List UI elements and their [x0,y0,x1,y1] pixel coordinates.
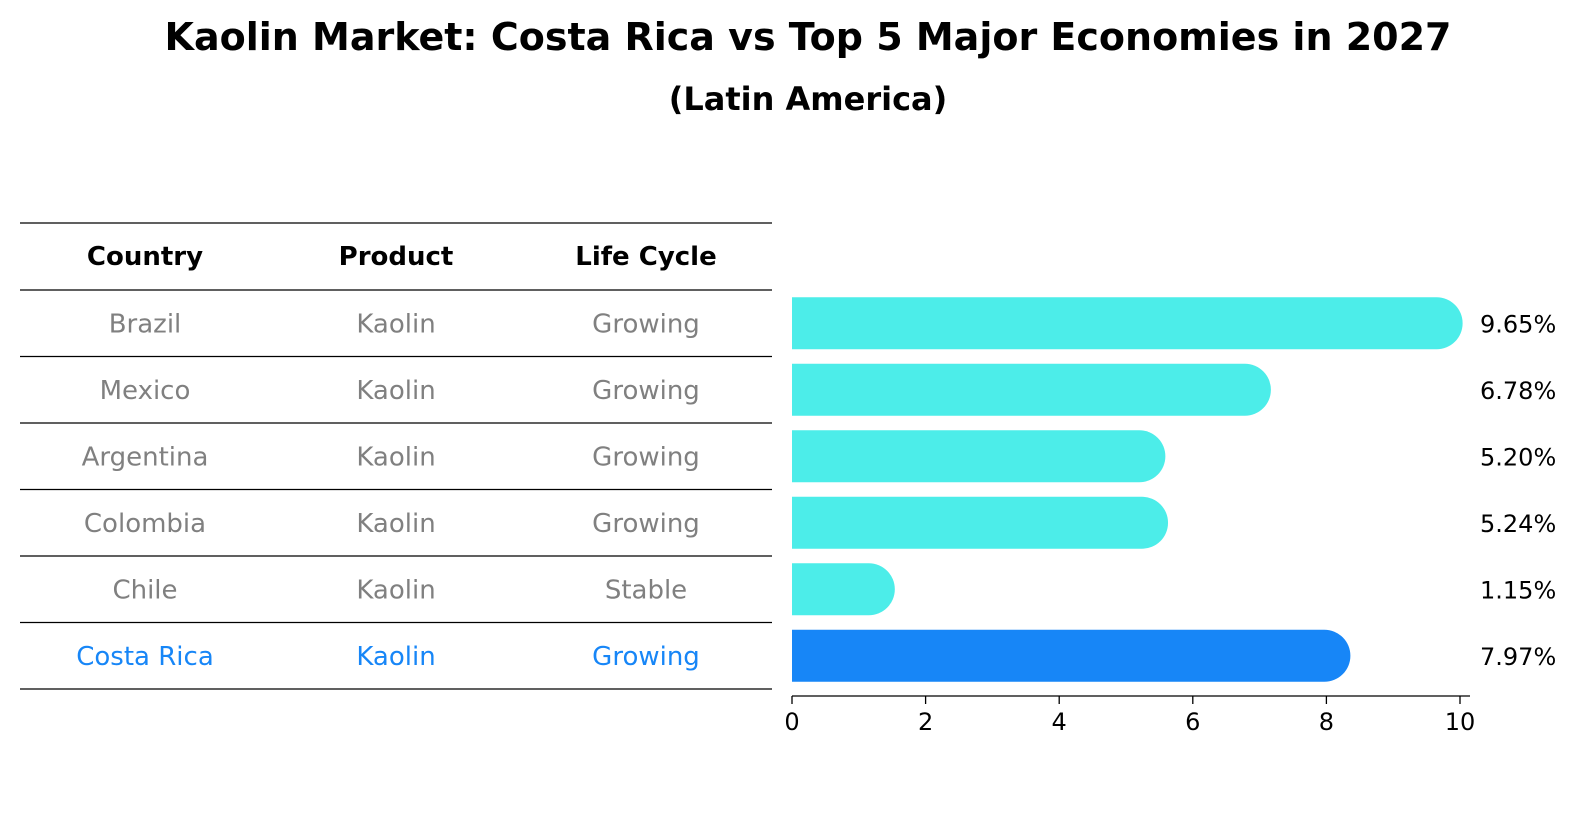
table-cell-country: Argentina [82,442,209,472]
table-cell-life-cycle: Growing [592,309,700,339]
table-cell-life-cycle: Stable [605,575,687,605]
table-cell-life-cycle: Growing [592,376,700,406]
bar [792,496,1169,549]
table-cell-product: Kaolin [356,376,435,406]
bar-chart: 9.65% 6.78% 5.20% 5.24% 1.15% 7.97% [792,297,1556,682]
table-cell-life-cycle: Growing [592,442,700,472]
bar-highlight [792,629,1351,682]
table-cell-product: Kaolin [356,309,435,339]
table-cell-country: Colombia [84,509,206,539]
bar [792,563,895,616]
chart-title: Kaolin Market: Costa Rica vs Top 5 Major… [165,15,1452,59]
table-cell-product: Kaolin [356,442,435,472]
bar-value-label: 1.15% [1480,576,1556,604]
x-tick-label: 10 [1445,708,1476,736]
table-cell-country: Mexico [100,376,191,406]
chart-subtitle: (Latin America) [669,80,948,118]
bar-value-label: 5.24% [1480,510,1556,538]
column-header: Product [339,242,454,272]
data-table: Country Product Life Cycle Brazil Kaolin Grow… [20,222,772,690]
column-header: Life Cycle [575,242,716,272]
column-header: Country [87,242,203,272]
bar-value-label: 6.78% [1480,377,1556,405]
table-cell-product: Kaolin [356,575,435,605]
table-cell-life-cycle: Growing [592,509,700,539]
x-tick-label: 6 [1185,708,1200,736]
x-axis: 0 2 4 6 8 10 [784,695,1476,736]
x-tick-label: 0 [784,708,799,736]
table-cell-country: Brazil [109,309,182,339]
table-cell-country: Costa Rica [76,642,214,672]
table-cell-country: Chile [112,575,177,605]
bar [792,363,1271,416]
bar-value-label: 9.65% [1480,310,1556,338]
bar-value-label: 5.20% [1480,443,1556,471]
bar-value-label: 7.97% [1480,643,1556,671]
x-tick-label: 4 [1052,708,1067,736]
table-cell-life-cycle: Growing [592,642,700,672]
x-tick-label: 2 [918,708,933,736]
table-cell-product: Kaolin [356,642,435,672]
bar [792,430,1166,483]
bar [792,297,1463,350]
x-tick-label: 8 [1319,708,1334,736]
table-cell-product: Kaolin [356,509,435,539]
